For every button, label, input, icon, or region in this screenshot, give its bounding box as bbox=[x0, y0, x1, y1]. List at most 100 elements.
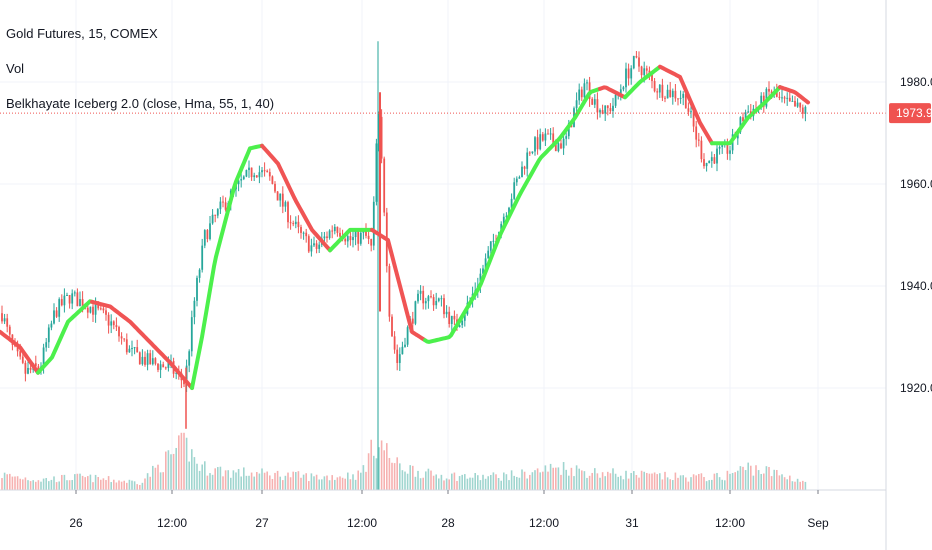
candle-body bbox=[354, 230, 357, 238]
volume-bar bbox=[373, 455, 375, 490]
candle-body bbox=[549, 133, 552, 135]
candle-body bbox=[435, 300, 438, 306]
volume-bar bbox=[133, 481, 136, 490]
candle-body bbox=[768, 88, 770, 92]
volume-bar bbox=[302, 474, 305, 490]
candle-body bbox=[781, 97, 783, 99]
volume-bar bbox=[630, 473, 632, 490]
candle-body bbox=[47, 327, 50, 343]
volume-bar bbox=[760, 473, 762, 490]
volume-bar bbox=[105, 480, 107, 490]
candle-body bbox=[362, 231, 365, 233]
candle-body bbox=[63, 295, 66, 306]
candle-body bbox=[8, 326, 11, 335]
candle-body bbox=[554, 143, 557, 152]
hma-segment-up bbox=[36, 299, 94, 375]
volume-bar bbox=[724, 480, 726, 490]
candle-body bbox=[791, 100, 794, 102]
hma-segment-down bbox=[658, 64, 714, 146]
candle-body bbox=[430, 296, 432, 298]
volume-bar bbox=[638, 477, 640, 490]
candle-body bbox=[440, 298, 443, 300]
volume-bar bbox=[578, 468, 580, 490]
volume-bar bbox=[295, 472, 297, 490]
volume-bar bbox=[692, 474, 695, 490]
candle-body bbox=[318, 244, 321, 249]
candle-body bbox=[79, 299, 81, 307]
candle-body bbox=[708, 160, 711, 164]
candle-body bbox=[326, 236, 328, 238]
candle-body bbox=[625, 68, 627, 88]
x-tick-label: 27 bbox=[255, 516, 269, 530]
candle-body bbox=[601, 110, 604, 114]
candle-body bbox=[552, 133, 555, 144]
volume-bar bbox=[700, 473, 703, 490]
candle-body bbox=[414, 301, 417, 324]
candle-body bbox=[136, 347, 139, 353]
volume-bar bbox=[731, 472, 734, 490]
volume-bar bbox=[547, 471, 549, 490]
volume-bar bbox=[237, 469, 240, 490]
candle-body bbox=[547, 133, 549, 135]
volume-bar bbox=[588, 475, 591, 490]
volume-bar bbox=[227, 470, 229, 490]
volume-bar bbox=[773, 469, 775, 490]
candle-body bbox=[593, 99, 596, 105]
candle-body bbox=[778, 96, 781, 98]
x-tick-label: 31 bbox=[625, 516, 639, 530]
x-tick-label: 12:00 bbox=[529, 516, 559, 530]
candle-body bbox=[482, 268, 484, 274]
volume-bar bbox=[529, 474, 531, 490]
volume-bar bbox=[583, 471, 586, 490]
candle-body bbox=[370, 239, 373, 246]
volume-bar bbox=[32, 480, 34, 490]
candle-body bbox=[138, 352, 141, 365]
volume-bar bbox=[659, 473, 661, 490]
candle-body bbox=[71, 293, 74, 304]
legend-indicator[interactable]: Belkhayate Iceberg 2.0 (close, Hma, 55, … bbox=[6, 96, 275, 111]
candle-body bbox=[198, 269, 201, 278]
grid-lines bbox=[0, 0, 886, 490]
candle-body bbox=[388, 266, 391, 317]
legend-volume[interactable]: Vol bbox=[6, 61, 25, 76]
volume-bar bbox=[287, 472, 289, 490]
candle-body bbox=[515, 178, 518, 183]
y-tick-label: 1960.0 bbox=[900, 177, 932, 191]
candle-body bbox=[401, 346, 404, 355]
candle-body bbox=[237, 180, 240, 185]
volume-bar bbox=[185, 437, 188, 490]
volume-bar bbox=[183, 432, 185, 490]
volume-bar bbox=[321, 479, 323, 490]
volume-bar bbox=[271, 478, 274, 490]
candle-body bbox=[700, 140, 703, 160]
candle-body bbox=[695, 126, 698, 140]
volume-bar bbox=[347, 472, 349, 490]
volume-bar bbox=[560, 474, 562, 490]
candle-body bbox=[458, 325, 461, 328]
candle-body bbox=[783, 97, 786, 99]
candle-body bbox=[37, 366, 40, 370]
candle-body bbox=[463, 314, 466, 321]
candle-body bbox=[21, 356, 24, 363]
volume-bar bbox=[518, 477, 521, 490]
volume-bar bbox=[362, 465, 365, 490]
volume-bar bbox=[380, 440, 383, 490]
candle-body bbox=[560, 143, 562, 149]
candle-body bbox=[76, 292, 79, 307]
hma-segment-up bbox=[710, 85, 782, 146]
time-axis[interactable]: 26 12:00 27 12:00 28 12:00 31 12:00 Sep bbox=[0, 489, 886, 530]
candle-body bbox=[518, 177, 521, 179]
legend-symbol[interactable]: Gold Futures, 15, COMEX bbox=[6, 26, 158, 41]
candle-body bbox=[224, 202, 227, 210]
candle-body bbox=[266, 170, 269, 173]
volume-bar bbox=[755, 465, 757, 490]
price-axis[interactable]: 1980.0 1960.0 1940.0 1920.0 bbox=[885, 0, 932, 550]
volume-bar bbox=[646, 472, 648, 490]
y-tick-label: 1920.0 bbox=[900, 381, 932, 395]
volume-bar bbox=[167, 450, 170, 490]
volume-bar bbox=[718, 477, 721, 490]
candle-body bbox=[289, 222, 292, 224]
candle-body bbox=[508, 207, 510, 216]
volume-bar bbox=[66, 480, 68, 490]
